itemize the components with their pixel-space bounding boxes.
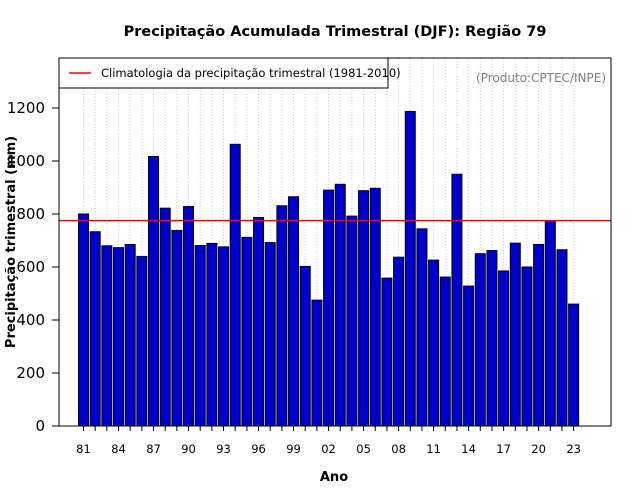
bar-2010 — [416, 228, 428, 427]
x-tick-label: 87 — [146, 442, 161, 456]
bar-2018 — [509, 242, 521, 427]
bar-2002 — [323, 189, 335, 427]
bar-2011 — [428, 259, 440, 427]
y-tick-label: 800 — [16, 205, 45, 223]
bar-2006 — [369, 187, 381, 427]
bar-2004 — [346, 215, 358, 427]
bar-1994 — [229, 143, 241, 427]
bar-1986 — [136, 255, 148, 427]
legend-label: Climatologia da precipitação trimestral … — [101, 66, 401, 80]
x-tick-label: 99 — [286, 442, 301, 456]
bar-1990 — [183, 206, 195, 427]
bar-2012 — [439, 276, 451, 427]
legend-box — [58, 57, 389, 89]
x-tick-label: 20 — [531, 442, 546, 456]
bar-2008 — [393, 256, 405, 427]
y-tick-label: 1000 — [7, 152, 45, 170]
legend: Climatologia da precipitação trimestral … — [58, 57, 401, 89]
bar-1999 — [288, 196, 300, 427]
bar-series — [78, 110, 580, 427]
x-axis-title: Ano — [320, 470, 348, 485]
bar-2020 — [533, 243, 545, 427]
bar-1987 — [148, 155, 160, 427]
x-tick-label: 84 — [111, 442, 126, 456]
bar-1997 — [264, 242, 276, 427]
chart-title: Precipitação Acumulada Trimestral (DJF):… — [124, 24, 547, 40]
y-tick-label: 200 — [16, 364, 45, 382]
bar-2017 — [498, 270, 510, 427]
bar-1991 — [194, 245, 206, 427]
y-tick-label: 1200 — [7, 99, 45, 117]
x-tick-label: 17 — [496, 442, 511, 456]
x-tick-label: 14 — [461, 442, 476, 456]
bar-2013 — [451, 173, 463, 427]
bar-1998 — [276, 205, 288, 427]
bar-1996 — [253, 216, 265, 427]
bar-1984 — [113, 247, 125, 427]
bar-2022 — [556, 249, 568, 427]
x-tick-label: 90 — [181, 442, 196, 456]
bar-1981 — [78, 213, 89, 427]
x-tick-label: 11 — [426, 442, 441, 456]
bar-2007 — [381, 277, 393, 427]
bar-2014 — [463, 285, 475, 427]
y-axis: 0 200 400 600 800 1000 1200 — [7, 99, 59, 435]
bar-1988 — [159, 207, 171, 427]
x-tick-label: 08 — [391, 442, 406, 456]
x-axis: 81 84 87 90 93 96 99 02 05 08 11 14 17 20 23 — [76, 426, 581, 456]
bar-1992 — [206, 242, 218, 427]
bar-1985 — [124, 243, 136, 427]
x-tick-label: 93 — [216, 442, 231, 456]
x-tick-label: 05 — [356, 442, 371, 456]
x-tick-label: 81 — [76, 442, 91, 456]
bar-2016 — [486, 250, 498, 427]
x-tick-label: 96 — [251, 442, 266, 456]
x-tick-label: 02 — [321, 442, 336, 456]
bar-2000 — [299, 265, 311, 427]
bar-1989 — [171, 229, 183, 427]
bar-1993 — [218, 246, 230, 427]
bar-2015 — [474, 253, 486, 427]
bar-2009 — [404, 110, 416, 427]
bar-1983 — [101, 245, 113, 427]
product-label: (Produto:CPTEC/INPE) — [476, 71, 606, 85]
bar-1995 — [241, 236, 253, 427]
bar-1982 — [89, 231, 101, 427]
bar-2021 — [544, 220, 556, 427]
y-tick-label: 0 — [35, 417, 45, 435]
bar-2005 — [358, 190, 370, 427]
bar-2023 — [568, 303, 580, 427]
y-axis-title: Precipitação trimestral (mm) — [4, 136, 19, 348]
y-tick-label: 400 — [16, 311, 45, 329]
bar-2001 — [311, 299, 323, 427]
y-tick-label: 600 — [16, 258, 45, 276]
bar-2019 — [521, 266, 533, 427]
x-tick-label: 23 — [566, 442, 581, 456]
